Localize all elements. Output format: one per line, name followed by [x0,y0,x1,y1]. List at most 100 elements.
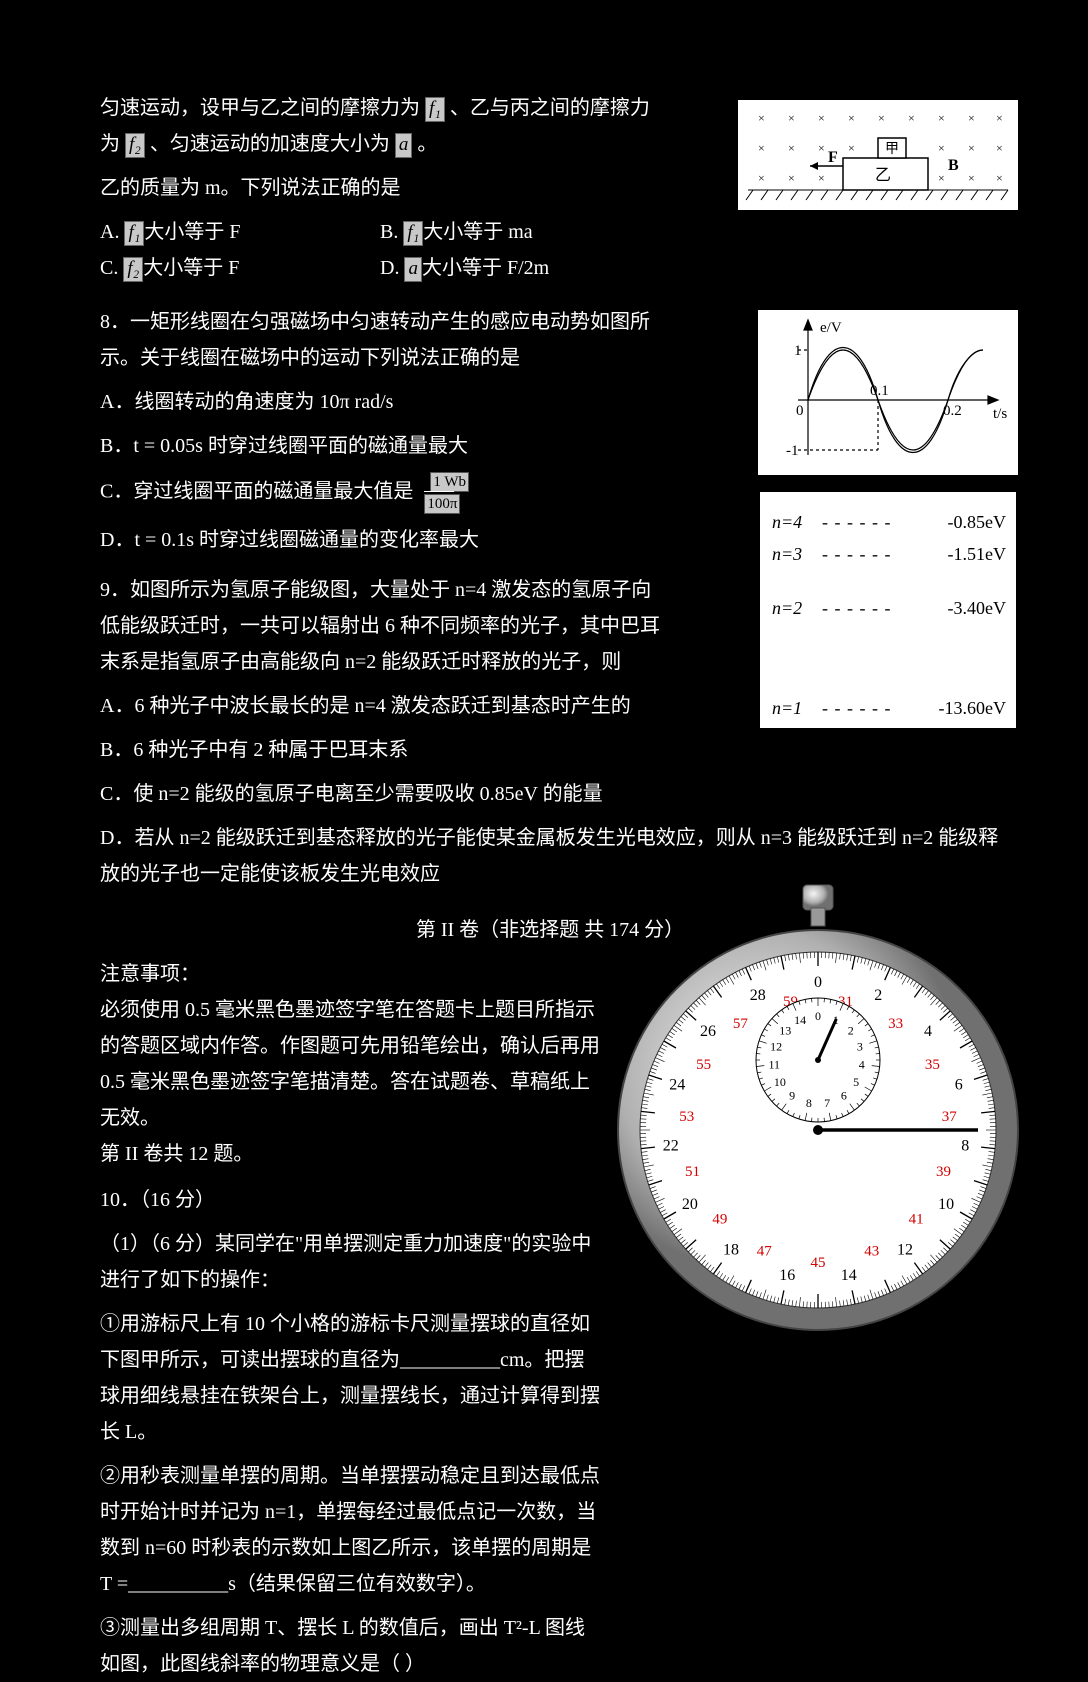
n4-dash: - - - - - - [822,506,891,538]
svg-text:9: 9 [789,1089,795,1103]
fraction-den: 100π [424,494,460,514]
q10-p3: ②用秒表测量单摆的周期。当单摆摆动稳定且到达最低点时开始计时并记为 n=1，单摆… [100,1458,600,1602]
sine-yneg1: -1 [786,443,799,459]
q7-optD: D. a大小等于 F/2m [380,250,660,286]
svg-text:43: 43 [864,1244,879,1260]
sine-y1: 1 [794,343,802,359]
q10-p4: ③测量出多组周期 T、摆长 L 的数值后，画出 T²-L 图线如图，此图线斜率的… [100,1610,600,1682]
n3-energy: -1.51eV [948,538,1006,570]
svg-text:20: 20 [682,1196,698,1213]
optA-prefix: A. [100,221,124,243]
svg-text:26: 26 [700,1023,716,1040]
svg-text:35: 35 [925,1057,940,1073]
svg-text:×: × [908,111,915,125]
n2-dash: - - - - - - [822,592,891,624]
svg-text:×: × [818,141,825,155]
svg-text:55: 55 [696,1057,711,1073]
sine-x01: 0.1 [870,383,889,399]
svg-text:×: × [758,111,765,125]
svg-text:4: 4 [859,1058,865,1072]
optC-prefix: C. [100,257,123,279]
q7-opts-row1: A. f₁大小等于 F B. f₁大小等于 ma [100,214,660,250]
label-F: F [828,149,838,166]
svg-text:×: × [848,141,855,155]
svg-text:3: 3 [857,1039,863,1053]
q7-block: 匀速运动，设甲与乙之间的摩擦力为 f₁ 、乙与丙之间的摩擦力为 f₂ 、匀速运动… [100,90,660,286]
svg-text:53: 53 [679,1109,694,1125]
svg-text:49: 49 [712,1211,727,1227]
svg-text:8: 8 [806,1096,812,1110]
optC-tail: 大小等于 F [143,257,239,279]
svg-text:×: × [996,111,1003,125]
q9-optA: A．6 种光子中波长最长的是 n=4 激发态跃迁到基态时产生的 [100,688,660,724]
svg-text:11: 11 [768,1058,780,1072]
n1-dash: - - - - - - [822,692,891,724]
optD-box: a [404,257,422,282]
q7-lead-a: 匀速运动，设甲与乙之间的摩擦力为 [100,97,420,119]
svg-text:×: × [758,141,765,155]
svg-text:39: 39 [936,1164,951,1180]
q9-optC: C．使 n=2 能级的氢原子电离至少需要吸收 0.85eV 的能量 [100,776,660,812]
svg-text:×: × [938,171,945,185]
sine-zero: 0 [796,403,804,419]
f2-box: f₂ [125,133,145,158]
svg-text:0: 0 [814,974,822,991]
svg-text:28: 28 [750,987,766,1004]
q9-stem: 9．如图所示为氢原子能级图，大量处于 n=4 激发态的氢原子向低能级跃迁时，一共… [100,572,660,680]
svg-text:6: 6 [841,1089,847,1103]
optB-box: f₁ [403,221,423,246]
fraction-box: 1 Wb 100π [418,472,474,514]
q8-optC-text: C．穿过线圈平面的磁通量最大值是 [100,481,413,503]
svg-text:51: 51 [685,1164,700,1180]
svg-text:0: 0 [815,1009,821,1023]
q7-lead-d: 。 [417,133,437,155]
optB-tail: 大小等于 ma [423,221,532,243]
label-B: B [948,157,959,174]
q8-optD: D．t = 0.1s 时穿过线圈磁通量的变化率最大 [100,522,660,558]
fraction-num: 1 Wb [430,472,469,492]
q8-optC: C．穿过线圈平面的磁通量最大值是 1 Wb 100π [100,472,660,514]
q8-stem: 8．一矩形线圈在匀强磁场中匀速转动产生的感应电动势如图所示。关于线圈在磁场中的运… [100,304,660,376]
optD-prefix: D. [380,257,404,279]
q10-p1: （1）（6 分）某同学在"用单摆测定重力加速度"的实验中进行了如下的操作： [100,1226,600,1298]
figure-stopwatch: 0246810121416182022242628 31333537394143… [608,880,1028,1340]
svg-text:10: 10 [774,1075,786,1089]
svg-text:×: × [848,111,855,125]
fraction-bar [424,491,454,492]
svg-text:33: 33 [888,1016,903,1032]
svg-text:13: 13 [779,1024,791,1038]
label-yi: 乙 [875,167,891,184]
svg-text:24: 24 [669,1076,685,1093]
svg-text:×: × [788,171,795,185]
n4-energy: -0.85eV [948,506,1006,538]
q8-optB: B．t = 0.05s 时穿过线圈平面的磁通量最大 [100,428,660,464]
q10-block: 10．（16 分） （1）（6 分）某同学在"用单摆测定重力加速度"的实验中进行… [100,1182,600,1682]
q7-opts-row2: C. f₂大小等于 F D. a大小等于 F/2m [100,250,660,286]
svg-text:×: × [878,111,885,125]
svg-text:8: 8 [961,1137,969,1154]
figure-blocks: ××××××××× ××××××× ×××××× 乙 甲 F B [738,100,1018,210]
svg-text:×: × [758,171,765,185]
n4-label: n=4 [772,506,802,538]
q8-block: 8．一矩形线圈在匀强磁场中匀速转动产生的感应电动势如图所示。关于线圈在磁场中的运… [100,304,660,558]
svg-text:×: × [818,171,825,185]
optA-tail: 大小等于 F [144,221,240,243]
svg-text:×: × [996,141,1003,155]
svg-text:47: 47 [757,1244,773,1260]
label-jia: 甲 [885,142,899,157]
n3-label: n=3 [772,538,802,570]
svg-text:14: 14 [841,1267,857,1284]
svg-text:14: 14 [794,1013,806,1027]
a-box: a [395,133,413,158]
section2-note2: 必须使用 0.5 毫米黑色墨迹签字笔在答题卡上题目所指示的答题区域内作答。作图题… [100,992,600,1136]
q10-stem: 10．（16 分） [100,1182,600,1218]
sine-x02: 0.2 [943,403,962,419]
svg-text:6: 6 [955,1076,963,1093]
svg-text:×: × [938,141,945,155]
q8-optA: A．线圈转动的角速度为 10π rad/s [100,384,660,420]
q7-optC: C. f₂大小等于 F [100,250,380,286]
svg-text:×: × [968,111,975,125]
svg-text:×: × [788,111,795,125]
q9-optB: B．6 种光子中有 2 种属于巴耳末系 [100,732,660,768]
svg-text:×: × [788,141,795,155]
